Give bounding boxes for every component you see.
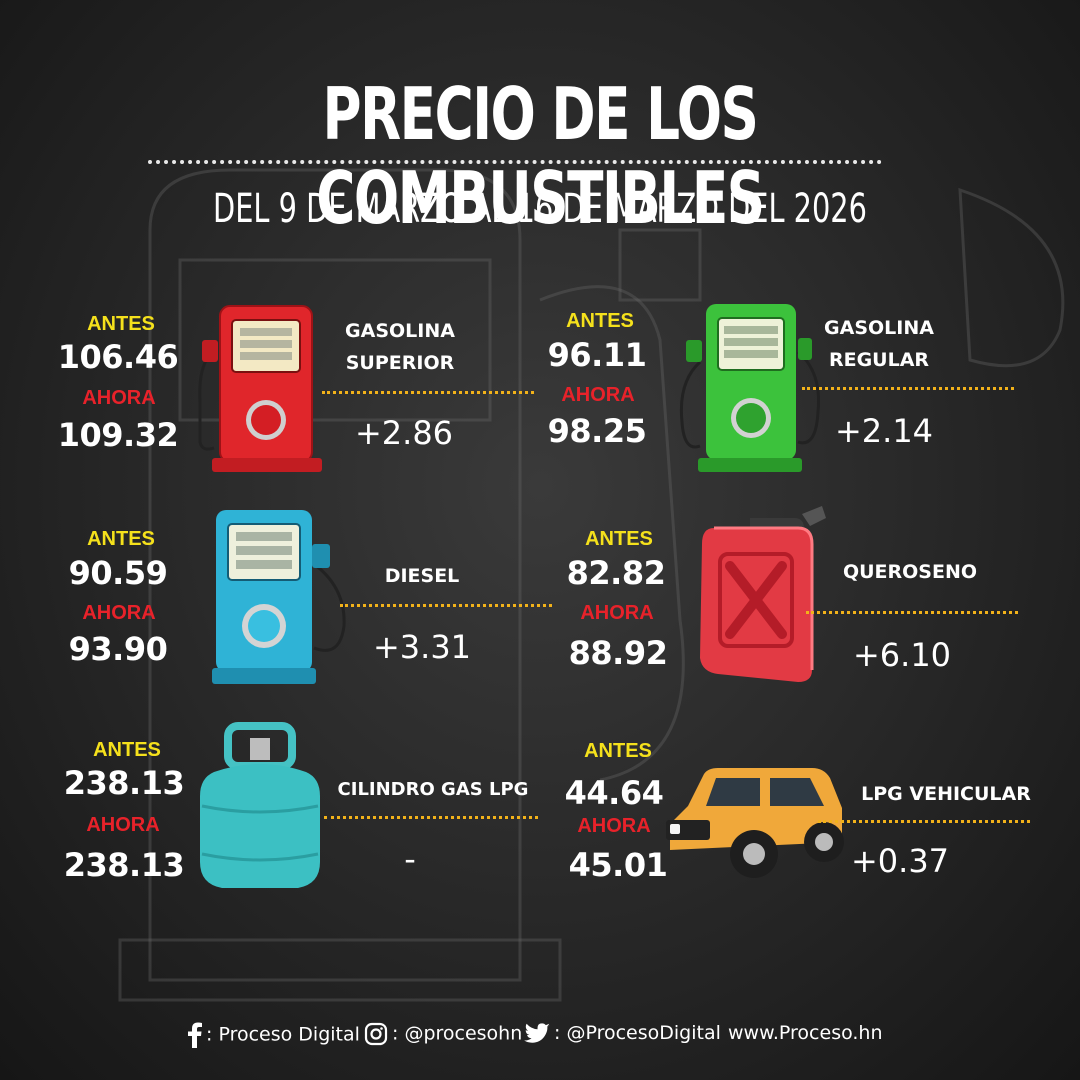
lpg-cilindro-ahora-value: 238.13 [63, 846, 185, 884]
superior-name-line2: SUPERIOR [345, 352, 455, 374]
footer: : Proceso Digital : @procesohn : @Proces… [0, 1022, 1080, 1052]
queroseno-antes-value: 82.82 [566, 554, 666, 592]
regular-divider [802, 387, 1014, 390]
diesel-ahora-value: 93.90 [68, 630, 168, 668]
regular-ahora-label: AHORA [561, 384, 635, 406]
lpg-cilindro-name: CILINDRO GAS LPG [337, 779, 529, 800]
regular-name: GASOLINA REGULAR [804, 312, 954, 376]
page-title: PRECIO DE LOS COMBUSTIBLES [316, 72, 765, 240]
lpg-vehicular-antes-label: ANTES [584, 740, 652, 762]
pump-blue-icon [212, 510, 346, 684]
gas-cylinder-icon [200, 722, 320, 888]
superior-name: GASOLINA SUPERIOR [326, 315, 474, 379]
queroseno-ahora-value: 88.92 [568, 634, 668, 672]
diesel-delta: +3.31 [372, 628, 472, 666]
lpg-cilindro-divider [324, 816, 538, 819]
superior-antes-value: 106.46 [57, 338, 179, 376]
pump-red-icon [198, 305, 322, 472]
instagram-icon [364, 1022, 388, 1046]
queroseno-delta: +6.10 [852, 636, 952, 674]
lpg-vehicular-divider [818, 820, 1030, 823]
jerrycan-icon [700, 506, 826, 682]
lpg-cilindro-antes-value: 238.13 [63, 764, 185, 802]
diesel-antes-label: ANTES [87, 528, 155, 550]
twitter-icon [524, 1022, 550, 1043]
superior-ahora-value: 109.32 [57, 416, 179, 454]
regular-name-line2: REGULAR [828, 349, 930, 371]
facebook-icon [188, 1022, 202, 1048]
date-range: DEL 9 DE MARZO AL 16 DE MARZO DEL 2026 [213, 186, 867, 232]
footer-twitter[interactable]: : @ProcesoDigital [524, 1022, 721, 1045]
diesel-ahora-label: AHORA [82, 602, 156, 624]
superior-name-line1: GASOLINA [345, 320, 455, 342]
diesel-divider [340, 604, 552, 607]
footer-instagram-text: : @procesohn [392, 1022, 523, 1045]
diesel-name: DIESEL [384, 565, 460, 587]
lpg-cilindro-delta: - [404, 840, 416, 878]
lpg-cilindro-ahora-label: AHORA [86, 814, 160, 836]
lpg-vehicular-ahora-value: 45.01 [568, 846, 668, 884]
superior-ahora-label: AHORA [82, 387, 156, 409]
superior-delta: +2.86 [354, 414, 454, 452]
superior-divider [322, 391, 534, 394]
queroseno-name: QUEROSENO [842, 561, 978, 583]
lpg-vehicular-ahora-label: AHORA [577, 815, 651, 837]
footer-facebook[interactable]: : Proceso Digital [188, 1022, 360, 1048]
lpg-vehicular-name: LPG VEHICULAR [861, 783, 1031, 805]
lpg-vehicular-delta: +0.37 [850, 842, 950, 880]
footer-instagram[interactable]: : @procesohn [364, 1022, 522, 1046]
footer-twitter-text: : @ProcesoDigital [554, 1022, 721, 1044]
queroseno-ahora-label: AHORA [580, 602, 654, 624]
diesel-antes-value: 90.59 [68, 554, 168, 592]
queroseno-divider [806, 611, 1018, 614]
pump-green-icon [679, 304, 821, 472]
regular-antes-value: 96.11 [547, 336, 647, 374]
regular-ahora-value: 98.25 [547, 412, 647, 450]
footer-facebook-text: : Proceso Digital [206, 1023, 360, 1046]
regular-name-line1: GASOLINA [824, 317, 934, 339]
regular-antes-label: ANTES [566, 310, 634, 332]
regular-delta: +2.14 [834, 412, 934, 450]
superior-antes-label: ANTES [87, 313, 155, 335]
queroseno-antes-label: ANTES [585, 528, 653, 550]
footer-website[interactable]: www.Proceso.hn [728, 1022, 883, 1044]
lpg-vehicular-antes-value: 44.64 [564, 774, 664, 812]
title-divider [148, 160, 882, 164]
lpg-cilindro-antes-label: ANTES [93, 739, 161, 761]
suv-car-icon [666, 768, 844, 878]
